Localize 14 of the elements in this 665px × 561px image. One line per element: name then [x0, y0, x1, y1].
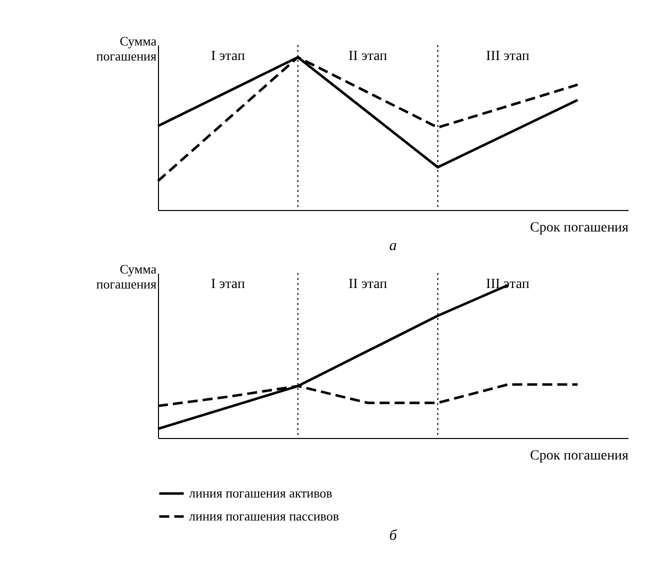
y-axis-title: Сумма погашения [96, 262, 157, 292]
x-axis-title: Срок погашения [530, 448, 630, 464]
text: а [389, 238, 397, 254]
annotation: I этап [210, 49, 246, 64]
annotation: II этап [348, 49, 388, 64]
legend-label: линия погашения активов [189, 486, 332, 500]
text: б [389, 528, 398, 544]
legend-label: линия погашения пассивов [189, 508, 339, 524]
x-axis-title: Срок погашения [530, 220, 630, 236]
annotation: II этап [348, 277, 388, 292]
annotation: III этап [486, 277, 530, 292]
annotation: III этап [486, 49, 530, 64]
annotation: I этап [210, 277, 246, 292]
y-axis-title: Сумма погашения [96, 34, 157, 64]
